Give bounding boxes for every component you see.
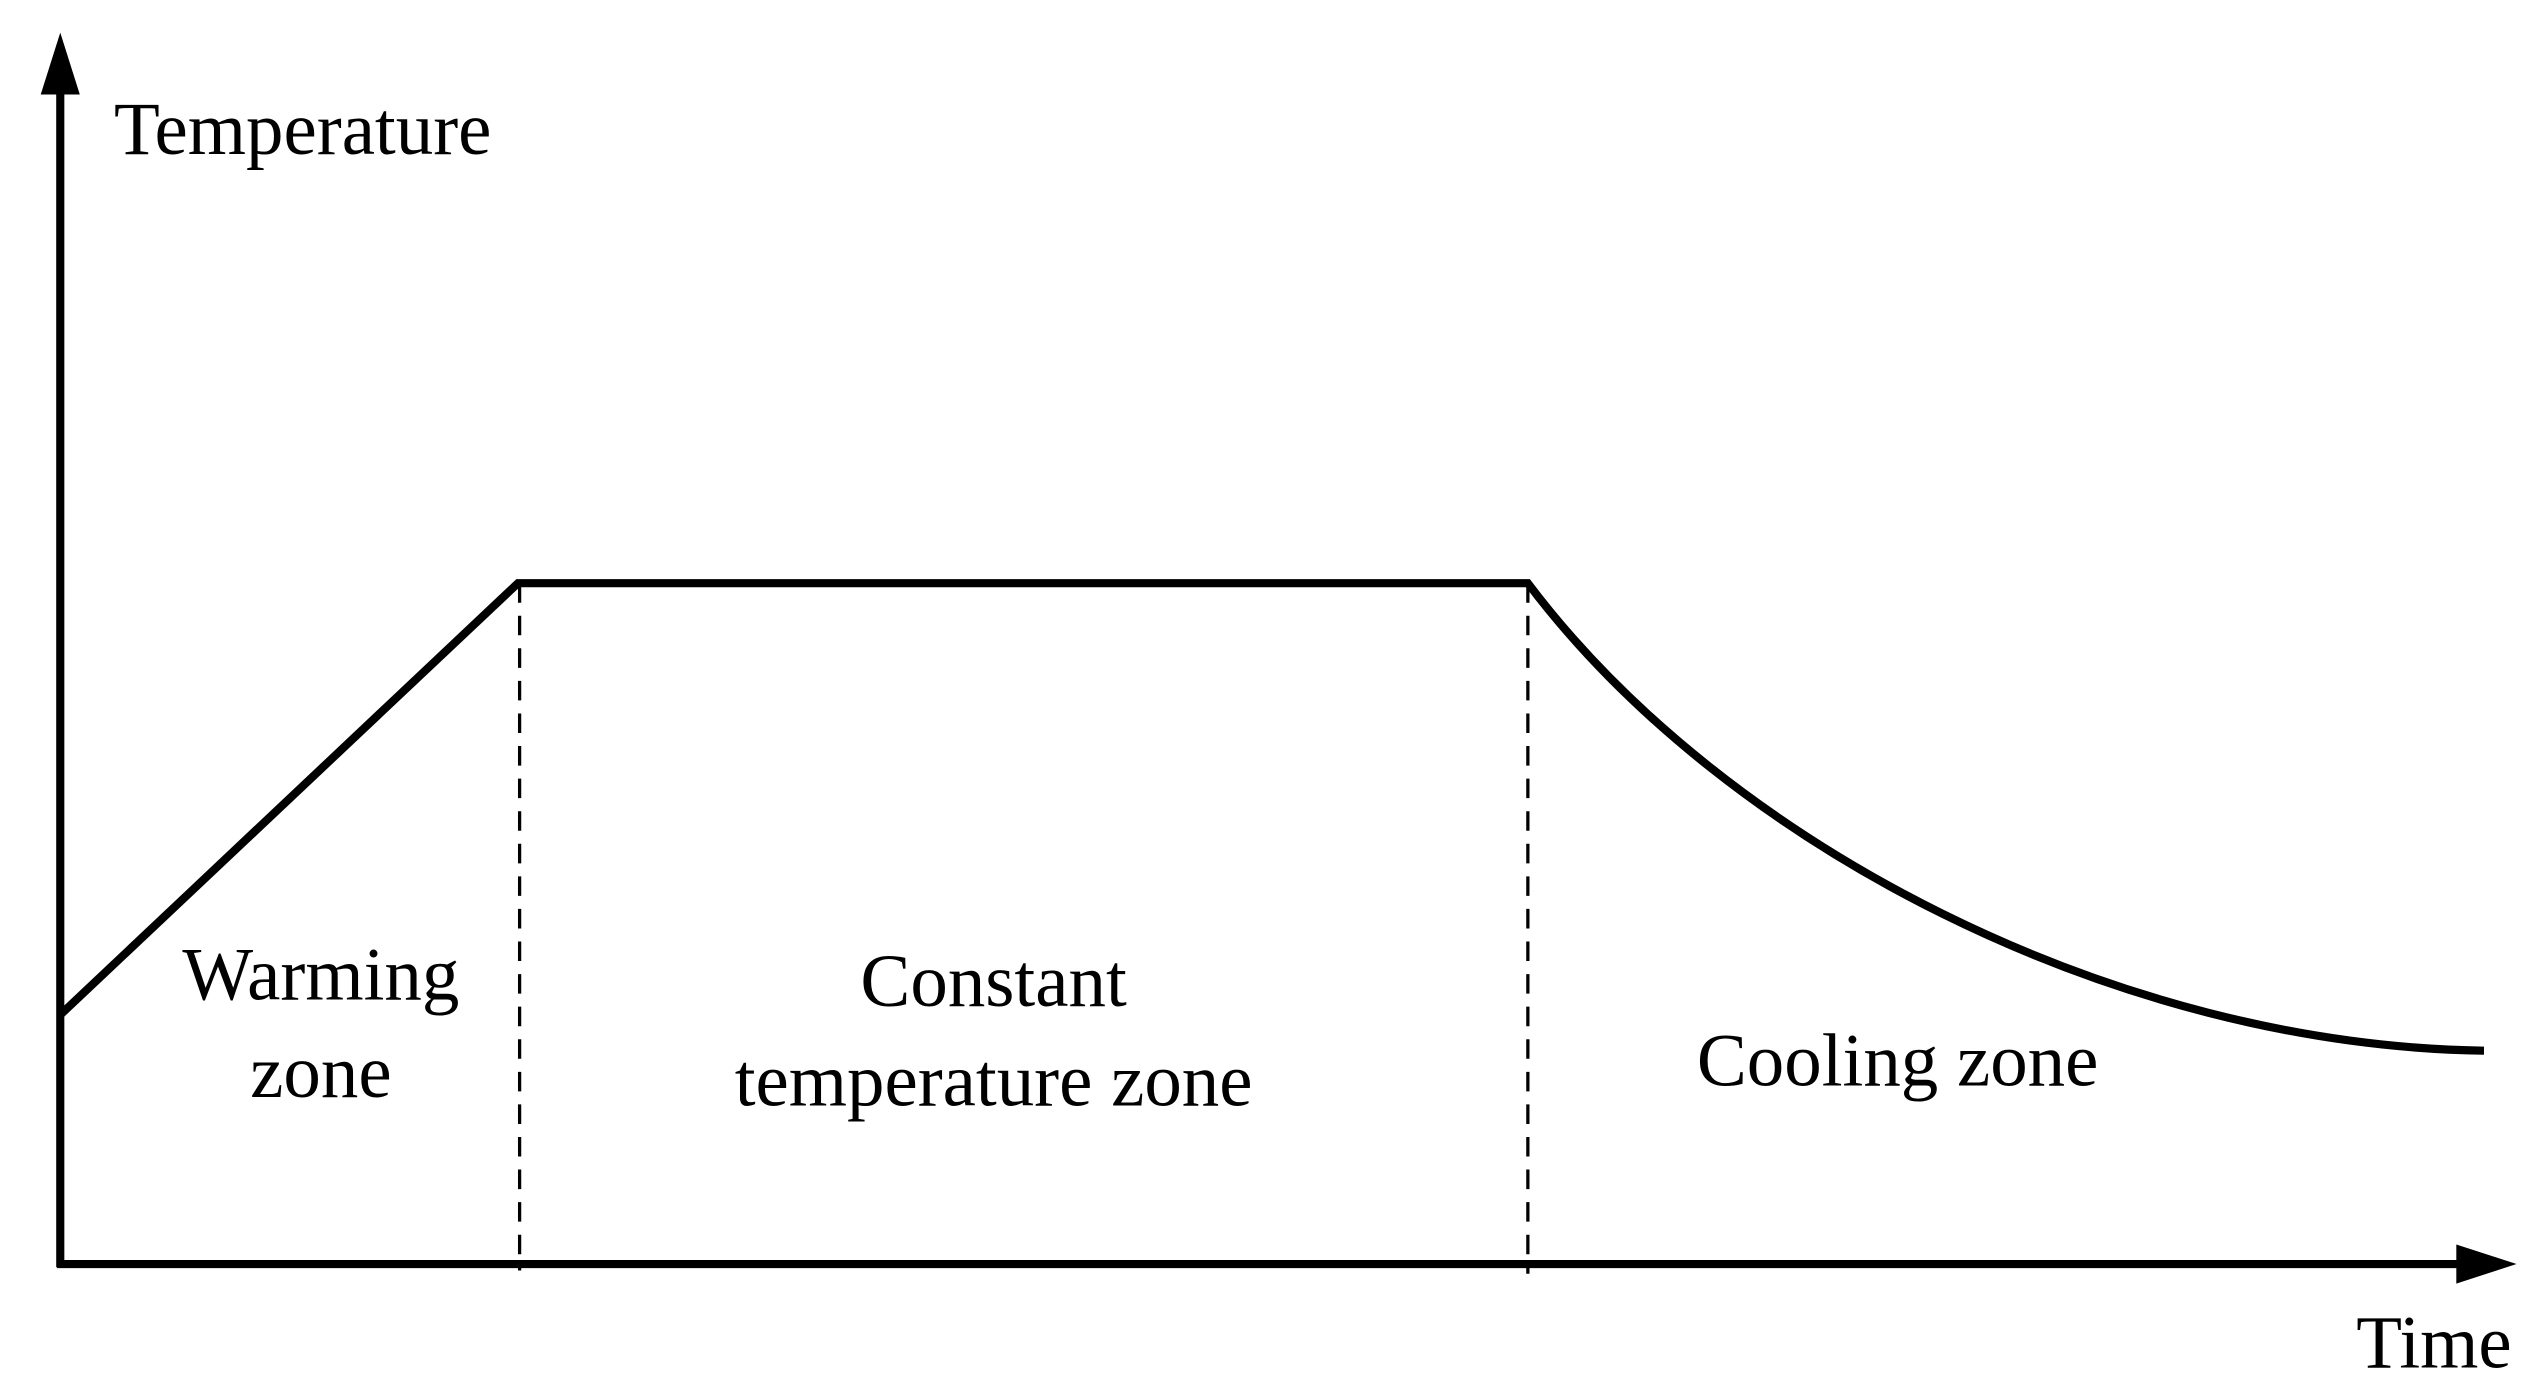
- x-axis-arrow: [2456, 1244, 2517, 1284]
- zone-label: Constant: [860, 940, 1127, 1023]
- temperature-curve: [57, 579, 2485, 1055]
- zone-label: zone: [250, 1031, 391, 1114]
- y-axis-label: Temperature: [114, 88, 491, 171]
- y-axis-arrow: [40, 32, 80, 95]
- zone-label: temperature zone: [735, 1039, 1253, 1122]
- x-axis-label: Time: [2356, 1302, 2511, 1385]
- zone-label: Warming: [182, 933, 459, 1016]
- zone-label: Cooling zone: [1697, 1020, 2099, 1103]
